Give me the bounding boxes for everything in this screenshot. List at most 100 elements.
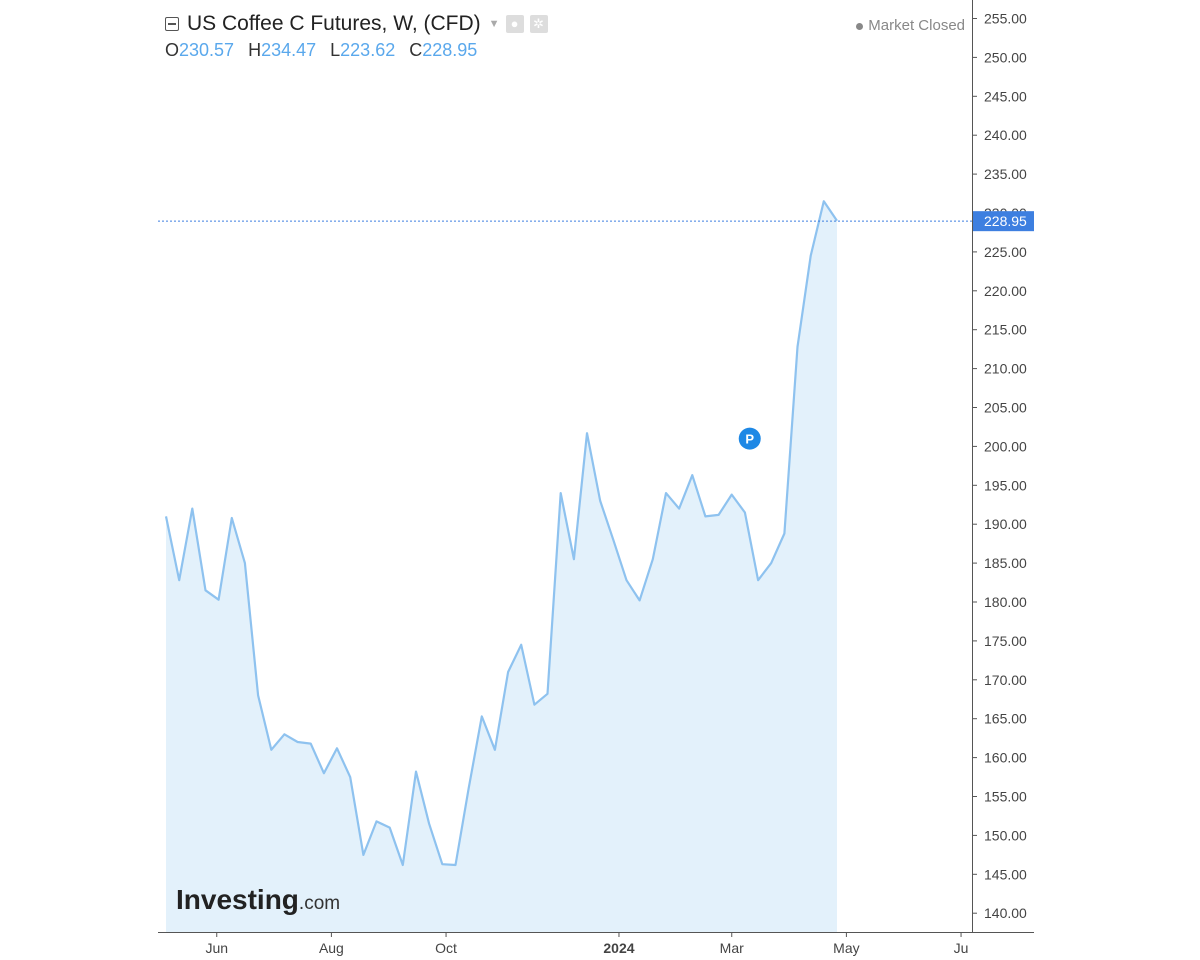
data-point	[190, 507, 194, 511]
gear-icon[interactable]: ✲	[529, 15, 548, 33]
data-point	[598, 499, 602, 503]
data-point	[664, 491, 668, 495]
data-point	[730, 493, 734, 497]
y-tick-label: 240.00	[984, 127, 1027, 143]
data-point	[348, 775, 352, 779]
y-tick-label: 235.00	[984, 166, 1027, 182]
y-tick-label: 245.00	[984, 88, 1027, 104]
eye-icon[interactable]: ●	[505, 15, 524, 33]
data-point	[585, 431, 589, 435]
ohlc-low: L223.62	[330, 40, 396, 60]
title-row: US Coffee C Futures, W, (CFD) ▼ ● ✲	[165, 12, 548, 36]
ohlc-open: O230.57	[165, 40, 235, 60]
chart-header: US Coffee C Futures, W, (CFD) ▼ ● ✲ O230…	[165, 12, 548, 61]
last-price-tag	[973, 211, 1034, 232]
market-status: Market Closed	[856, 17, 965, 34]
y-tick-label: 250.00	[984, 49, 1027, 65]
ohlc-row: O230.57 H234.47 L223.62 C228.95	[165, 40, 548, 61]
data-point	[651, 557, 655, 561]
data-point	[625, 578, 629, 582]
data-point	[414, 770, 418, 774]
data-point	[782, 532, 786, 536]
data-point	[296, 740, 300, 744]
data-point	[809, 254, 813, 258]
price-line	[164, 200, 838, 867]
chart-title: US Coffee C Futures, W, (CFD)	[187, 12, 481, 35]
data-point	[532, 703, 536, 707]
x-tick-label: Aug	[319, 940, 344, 956]
data-point	[454, 863, 458, 867]
data-point	[361, 853, 365, 857]
data-point	[493, 748, 497, 752]
data-point	[822, 199, 826, 203]
p-marker-label: P	[745, 432, 754, 447]
data-point	[743, 511, 747, 515]
y-tick-label: 185.00	[984, 555, 1027, 571]
data-point	[440, 862, 444, 866]
y-tick-label: 160.00	[984, 750, 1027, 766]
y-tick-label: 220.00	[984, 283, 1027, 299]
data-point	[572, 557, 576, 561]
data-point	[388, 826, 392, 830]
data-point	[506, 670, 510, 674]
data-point	[309, 742, 313, 746]
data-point	[690, 473, 694, 477]
price-area-fill	[166, 201, 837, 933]
y-tick-label: 140.00	[984, 905, 1027, 921]
y-tick-label: 165.00	[984, 711, 1027, 727]
y-tick-label: 205.00	[984, 400, 1027, 416]
caret-down-icon[interactable]: ▼	[488, 18, 500, 30]
data-point	[217, 598, 221, 602]
x-tick-label: 2024	[603, 940, 634, 956]
data-point	[519, 643, 523, 647]
data-point	[401, 863, 405, 867]
x-tick-label: Ju	[954, 940, 969, 956]
y-tick-label: 155.00	[984, 789, 1027, 805]
data-point	[638, 598, 642, 602]
y-tick-label: 200.00	[984, 438, 1027, 454]
data-point	[243, 561, 247, 565]
data-point	[611, 538, 615, 542]
data-point	[375, 819, 379, 823]
y-tick-label: 180.00	[984, 594, 1027, 610]
data-point	[256, 693, 260, 697]
data-point	[177, 578, 181, 582]
y-tick-label: 175.00	[984, 633, 1027, 649]
y-tick-label: 170.00	[984, 672, 1027, 688]
y-tick-label: 190.00	[984, 516, 1027, 532]
data-point	[677, 507, 681, 511]
y-tick-label: 225.00	[984, 244, 1027, 260]
ohlc-high: H234.47	[248, 40, 317, 60]
data-point	[467, 787, 471, 791]
x-tick-label: May	[833, 940, 859, 956]
data-point	[335, 746, 339, 750]
y-tick-label: 210.00	[984, 361, 1027, 377]
data-point	[204, 588, 208, 592]
y-tick-label: 215.00	[984, 322, 1027, 338]
x-tick-label: Jun	[205, 940, 228, 956]
data-point	[796, 345, 800, 349]
collapse-icon[interactable]	[165, 17, 179, 31]
x-tick-label: Oct	[435, 940, 457, 956]
data-point	[717, 513, 721, 517]
data-point	[480, 714, 484, 718]
last-price-label: 228.95	[984, 213, 1027, 229]
data-point	[769, 561, 773, 565]
data-point	[322, 771, 326, 775]
ohlc-close: C228.95	[409, 40, 478, 60]
y-tick-label: 255.00	[984, 11, 1027, 27]
status-dot-icon	[856, 22, 864, 30]
data-point	[756, 578, 760, 582]
y-tick-label: 150.00	[984, 827, 1027, 843]
data-point	[427, 822, 431, 826]
data-point	[282, 732, 286, 736]
data-point	[703, 514, 707, 518]
data-point	[230, 516, 234, 520]
data-point	[546, 692, 550, 696]
data-point	[269, 748, 273, 752]
p-marker-icon[interactable]: P	[738, 427, 761, 450]
data-point	[164, 514, 168, 518]
y-tick-label: 195.00	[984, 477, 1027, 493]
data-point	[559, 491, 563, 495]
